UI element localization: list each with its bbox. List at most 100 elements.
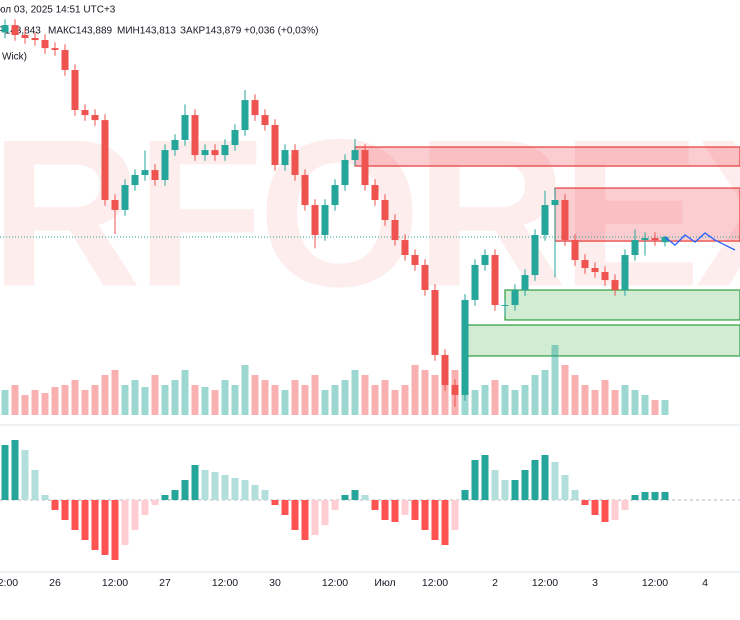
candle-body <box>271 124 279 166</box>
volume-bar <box>511 390 519 415</box>
oscillator-bar <box>451 500 459 530</box>
volume-bar <box>411 365 419 415</box>
volume-bar <box>91 385 99 415</box>
oscillator-bar <box>581 500 589 505</box>
oscillator-bar <box>341 495 349 500</box>
oscillator-bar <box>371 500 379 510</box>
candle-body <box>81 110 89 116</box>
candle-body <box>571 240 579 261</box>
oscillator-bar <box>591 500 599 515</box>
volume-bar <box>501 385 509 415</box>
volume-bar <box>141 387 149 415</box>
volume-bar <box>621 385 629 415</box>
oscillator-bar <box>1 445 9 500</box>
candle-body <box>511 290 519 305</box>
candle-body <box>291 150 299 175</box>
volume-bar <box>251 375 259 415</box>
candle-body <box>371 185 379 201</box>
oscillator-bar <box>521 470 529 500</box>
oscillator-bar <box>41 495 49 500</box>
oscillator-bar <box>511 480 519 500</box>
oscillator-bar <box>321 500 329 525</box>
x-tick-label: Июл <box>374 577 395 589</box>
volume-bar <box>551 345 559 415</box>
volume-bar <box>31 390 39 415</box>
x-tick-label: 26 <box>49 577 61 589</box>
candle-body <box>181 115 189 140</box>
candle-body <box>501 304 509 306</box>
oscillator-bar <box>71 500 79 530</box>
volume-bar <box>491 380 499 415</box>
x-tick-label: 12:00 <box>532 577 558 589</box>
oscillator-bar <box>91 500 99 550</box>
volume-bar <box>601 380 609 415</box>
candle-body <box>541 205 549 236</box>
candle-body <box>151 170 159 180</box>
oscillator-bar <box>621 500 629 510</box>
candle-body <box>311 205 319 236</box>
volume-bar <box>641 395 649 415</box>
candle-body <box>631 240 639 256</box>
oscillator-bar <box>661 492 669 500</box>
candle-body <box>71 69 79 111</box>
volume-bar <box>151 375 159 415</box>
candle-body <box>41 40 49 49</box>
candle-body <box>431 290 439 355</box>
oscillator-bar <box>331 500 339 510</box>
oscillator-bar <box>461 490 469 500</box>
oscillator-bar <box>171 490 179 500</box>
volume-bar <box>51 387 59 415</box>
volume-bar <box>81 390 89 415</box>
candle-body <box>481 255 489 265</box>
candle-body <box>281 150 289 166</box>
volume-bar <box>201 387 209 415</box>
candle-body <box>351 150 359 160</box>
candle-body <box>561 200 569 241</box>
volume-bar <box>221 380 229 415</box>
oscillator-bar <box>241 480 249 500</box>
oscillator-bar <box>611 500 619 520</box>
volume-bar <box>361 375 369 415</box>
candle-body <box>141 170 149 175</box>
volume-bar <box>651 400 659 415</box>
oscillator-bar <box>31 470 39 500</box>
zone <box>354 146 740 167</box>
volume-bar <box>261 380 269 415</box>
candle-body <box>251 100 259 116</box>
candle-body <box>651 238 659 241</box>
forecast-line <box>664 232 736 251</box>
x-tick-label: 3 <box>592 577 598 589</box>
candle-body <box>51 48 59 50</box>
candle-body <box>611 280 619 291</box>
volume-bar <box>311 375 319 415</box>
candle-body <box>111 200 119 210</box>
oscillator-bar <box>111 500 119 560</box>
volume-bar <box>291 380 299 415</box>
candle-body <box>31 38 39 41</box>
volume-bar <box>121 385 129 415</box>
volume-bar <box>281 390 289 415</box>
volume-bar <box>271 385 279 415</box>
volume-bar <box>661 400 669 415</box>
volume-bar <box>581 385 589 415</box>
volume-bar <box>71 380 79 415</box>
volume-bar <box>321 390 329 415</box>
candle-body <box>421 264 429 291</box>
candle-body <box>121 185 129 210</box>
volume-bar <box>171 380 179 415</box>
volume-bar <box>61 385 69 415</box>
oscillator-bar <box>431 500 439 540</box>
candle-body <box>231 130 239 146</box>
candle-body <box>131 174 139 186</box>
candle-body <box>61 49 69 70</box>
x-tick-label: 12:00 <box>422 577 448 589</box>
oscillator-bar <box>211 472 219 500</box>
header-datetime: юл 03, 2025 14:51 UTC+3 <box>0 5 116 16</box>
header-change: +0,036 (+0,03%) <box>244 26 319 37</box>
oscillator-bar <box>271 500 279 505</box>
x-tick-label: 2 <box>492 577 498 589</box>
candle-body <box>321 205 329 236</box>
volume-bar <box>301 385 309 415</box>
header-low: МИН143,813 <box>117 26 176 37</box>
